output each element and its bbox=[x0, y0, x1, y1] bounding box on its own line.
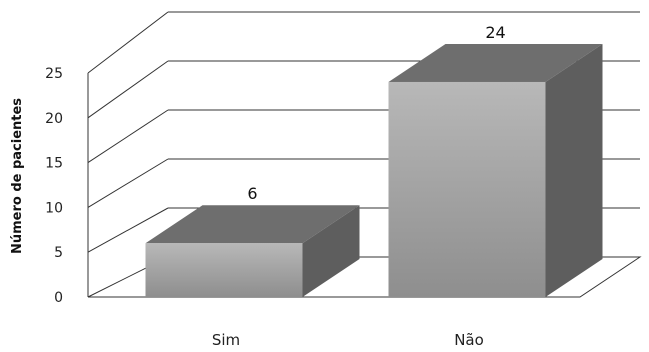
bar bbox=[145, 243, 303, 297]
x-tick-label: Sim bbox=[212, 331, 240, 349]
gridline-diagonal bbox=[87, 109, 169, 164]
bar-side bbox=[302, 205, 360, 297]
y-tick-label: 5 bbox=[54, 245, 63, 261]
y-tick-label: 15 bbox=[45, 156, 63, 172]
bar-side bbox=[545, 43, 603, 298]
y-tick-label: 20 bbox=[45, 111, 63, 127]
y-axis-ticks: 0 5 10 15 20 25 bbox=[45, 66, 63, 306]
y-tick-label: 0 bbox=[54, 290, 63, 306]
bar bbox=[388, 81, 546, 298]
y-tick-label: 25 bbox=[45, 66, 63, 82]
gridline-diagonal bbox=[87, 11, 169, 74]
bar-top bbox=[145, 205, 360, 244]
data-labels: 6 24 bbox=[247, 23, 505, 203]
gridline-diagonal bbox=[87, 207, 169, 253]
bars bbox=[145, 43, 603, 298]
data-label: 24 bbox=[485, 23, 505, 42]
data-label: 6 bbox=[247, 184, 257, 203]
bar-top bbox=[388, 43, 603, 82]
y-axis-title: Número de pacientes bbox=[10, 98, 25, 254]
gridline-diagonal bbox=[87, 60, 169, 119]
gridline-diagonal bbox=[87, 158, 169, 208]
category-labels: Sim Não bbox=[212, 331, 484, 349]
y-tick-label: 10 bbox=[45, 200, 63, 216]
x-tick-label: Não bbox=[454, 331, 484, 349]
